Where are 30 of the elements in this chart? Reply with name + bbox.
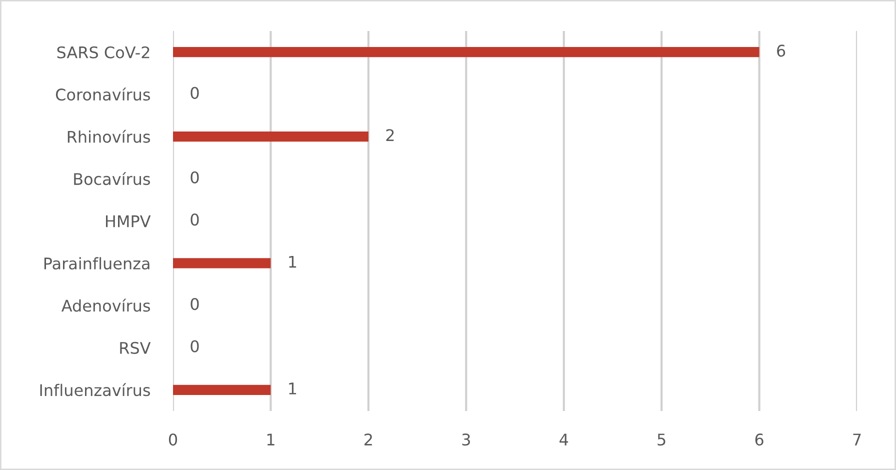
data-label: 0	[190, 340, 199, 352]
data-label: 0	[190, 214, 199, 226]
data-label: 1	[289, 382, 296, 394]
bar	[173, 131, 368, 142]
x-tick-label: 1	[267, 434, 274, 446]
bar	[173, 384, 271, 395]
data-label: 2	[386, 129, 394, 141]
y-tick-label: RSV	[120, 342, 151, 354]
bar	[173, 47, 760, 58]
x-tick-label: 2	[364, 434, 372, 446]
y-tick-label: Coronavírus	[56, 88, 150, 101]
x-tick-label: 5	[658, 434, 666, 446]
y-tick-label: Parainfluenza	[44, 257, 150, 270]
y-tick-label: SARS CoV-2	[57, 46, 150, 58]
y-tick-label: Adenovírus	[61, 298, 150, 312]
y-tick-label: Rhinovírus	[68, 130, 150, 143]
x-tick-label: 4	[560, 434, 568, 446]
data-label: 1	[289, 256, 296, 268]
y-tick-label: Bocavírus	[74, 172, 150, 186]
x-tick-label: 3	[462, 434, 470, 446]
x-tick-label: 0	[168, 434, 178, 446]
data-label: 0	[190, 298, 199, 310]
x-tick-label: 6	[755, 434, 764, 446]
y-tick-label: HMPV	[106, 215, 151, 228]
y-tick-label: Influenzavírus	[40, 383, 150, 396]
data-label: 0	[190, 86, 199, 99]
x-tick-label: 7	[853, 434, 861, 446]
data-label: 6	[777, 44, 786, 57]
data-label: 0	[190, 171, 199, 184]
bar	[173, 258, 271, 268]
